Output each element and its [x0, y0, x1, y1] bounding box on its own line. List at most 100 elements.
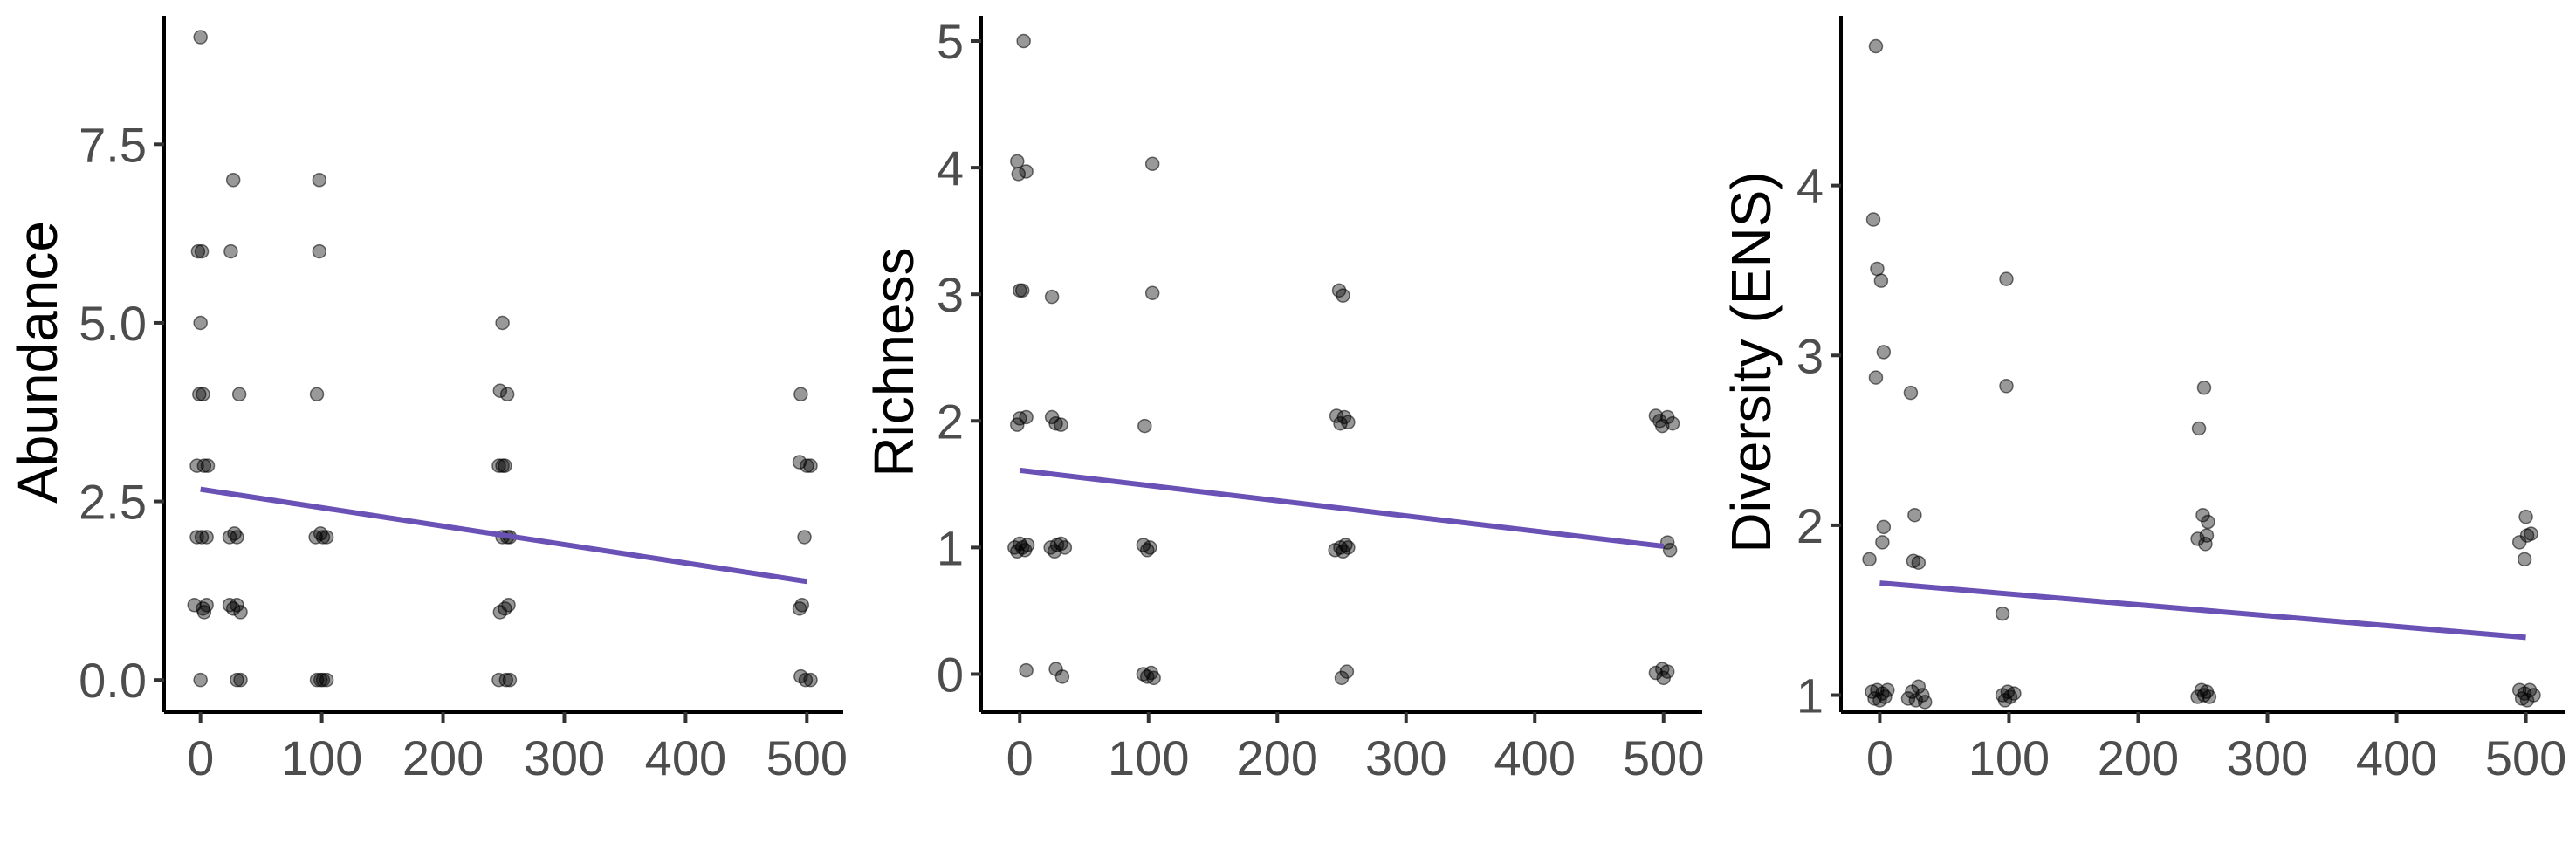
data-point	[1144, 285, 1160, 300]
x-tick-label: 200	[1237, 730, 1318, 785]
data-point	[230, 530, 244, 545]
data-point	[189, 530, 204, 545]
data-point	[230, 597, 244, 613]
data-point	[2517, 552, 2532, 567]
data-point	[309, 387, 325, 402]
data-point	[193, 315, 208, 331]
data-point	[2518, 509, 2533, 524]
data-point	[1054, 417, 1068, 432]
y-tick-label: 0.0	[79, 653, 147, 708]
data-point	[319, 530, 334, 545]
data-point	[1016, 33, 1031, 49]
data-point	[1862, 552, 1877, 567]
data-point	[2524, 526, 2538, 541]
data-point	[1142, 540, 1157, 555]
y-tick-label: 3	[1796, 328, 1824, 383]
data-point	[223, 243, 238, 259]
data-point	[1870, 261, 1885, 277]
data-point	[1341, 540, 1356, 555]
data-point	[498, 672, 514, 688]
x-tick-label: 0	[1866, 730, 1893, 785]
y-tick-label: 3	[937, 267, 964, 322]
data-point	[2199, 528, 2215, 543]
data-point	[1659, 664, 1675, 679]
data-point	[1876, 519, 1892, 535]
data-point	[196, 458, 212, 473]
plot-area-diversity: 1 2 3 4 0 100 200 300 400 500	[1796, 16, 2566, 785]
data-point	[1665, 415, 1680, 431]
data-point	[792, 455, 807, 470]
data-point	[200, 458, 216, 473]
data-point	[2201, 514, 2215, 530]
data-point	[492, 383, 508, 398]
x-tick-label: 0	[187, 730, 214, 785]
data-point	[1011, 167, 1027, 182]
data-point	[1917, 695, 1933, 710]
y-axis-title: Abundance	[6, 221, 69, 504]
data-point	[189, 458, 204, 473]
data-point	[1339, 664, 1355, 679]
data-point	[1146, 670, 1161, 686]
data-point	[1140, 543, 1155, 558]
data-point	[225, 172, 241, 188]
data-point	[1054, 669, 1070, 684]
plot-area-abundance: 0.0 2.5 5.0 7.5 0 100 200 300 400 500	[79, 16, 848, 785]
x-tick-label: 300	[2227, 730, 2308, 785]
data-point	[312, 172, 327, 188]
data-point	[1019, 662, 1034, 678]
data-point	[1144, 156, 1160, 172]
data-point	[231, 387, 247, 402]
data-point	[1911, 555, 1927, 570]
data-point	[502, 672, 518, 688]
y-tick-label: 2	[937, 394, 964, 449]
data-point	[798, 672, 814, 688]
data-point	[2190, 531, 2205, 546]
y-tick-label: 2	[1796, 498, 1824, 553]
x-tick-label: 100	[1108, 730, 1189, 785]
data-point	[1903, 385, 1919, 401]
data-point	[1662, 543, 1678, 558]
x-tick-label: 100	[1968, 730, 2050, 785]
data-point	[1911, 679, 1927, 695]
x-tick-label: 200	[2098, 730, 2179, 785]
data-point	[187, 597, 202, 613]
y-tick-label: 5.0	[79, 296, 147, 351]
x-tick-label: 500	[1623, 730, 1704, 785]
data-point	[194, 530, 210, 545]
data-point	[1336, 288, 1350, 303]
data-point	[1873, 273, 1889, 288]
data-point	[192, 387, 207, 402]
data-point	[2526, 688, 2541, 703]
data-point	[1995, 606, 2010, 621]
y-tick-label: 7.5	[79, 117, 147, 172]
data-point	[1044, 289, 1060, 305]
data-point	[1868, 38, 1884, 54]
panel-abundance: Abundance 0.0 2.5 5.0 7.5 0 100 200 300 400 500	[6, 16, 848, 785]
y-tick-label: 0	[937, 647, 964, 702]
data-point	[800, 458, 814, 473]
y-axis-title: Richness	[862, 247, 925, 476]
data-point	[230, 672, 244, 688]
x-tick-label: 300	[524, 730, 605, 785]
trend-line	[1879, 580, 2526, 641]
data-point	[1880, 682, 1895, 697]
data-point	[1999, 271, 2014, 286]
data-point	[495, 315, 510, 331]
data-point	[1865, 212, 1881, 227]
data-point	[196, 387, 210, 402]
data-point	[319, 672, 334, 688]
data-point	[797, 530, 812, 545]
data-point	[1019, 409, 1034, 425]
data-point	[194, 243, 210, 259]
data-point	[233, 672, 248, 688]
data-point	[190, 243, 206, 259]
data-point	[1019, 164, 1034, 179]
data-point	[1659, 535, 1675, 550]
y-tick-label: 1	[1796, 668, 1824, 723]
data-point	[1876, 345, 1892, 360]
x-tick-label: 400	[2356, 730, 2437, 785]
x-tick-label: 500	[2485, 730, 2566, 785]
y-tick-label: 2.5	[79, 475, 147, 530]
data-point	[1057, 540, 1073, 555]
